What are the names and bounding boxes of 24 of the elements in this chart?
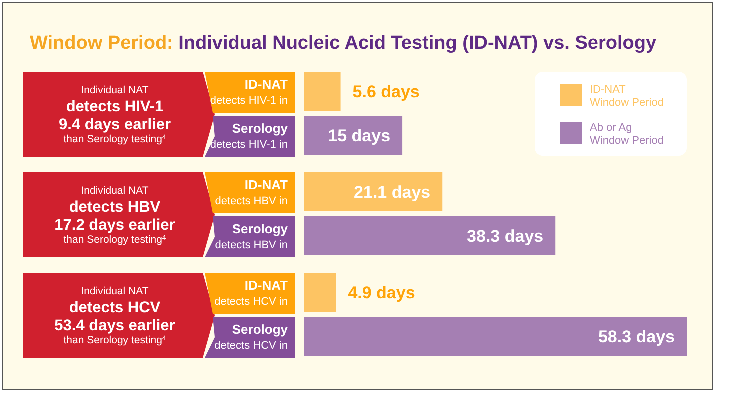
- text: Serology detects HCV in: [214, 322, 289, 352]
- legend-label: Ab or Ag Window Period: [590, 122, 664, 147]
- bar: [304, 72, 341, 111]
- text: ID-NAT detects HBV in: [215, 178, 288, 208]
- chart-title: Window Period: Individual Nucleic Acid Testing (ID-NAT) vs. Serology: [30, 33, 657, 54]
- data-label: 38.3 days: [467, 227, 544, 246]
- text: ID-NAT detects HCV in: [214, 278, 288, 308]
- y-tick-label: Individual NAT detects HIV-1 9.4 days earlier than Serology testing$^{4}$: [58, 84, 172, 146]
- data-label: 15 days: [328, 126, 391, 146]
- bar: [304, 216, 556, 256]
- text: ID-NAT detects HIV-1 in: [210, 77, 288, 107]
- data-label: 21.1 days: [354, 183, 431, 202]
- data-label: 58.3 days: [598, 328, 675, 346]
- data-label: 4.9 days: [348, 284, 416, 302]
- text: Serology detects HBV in: [215, 222, 289, 252]
- data-label: 5.6 days: [352, 82, 420, 102]
- legend-label: ID-NAT Window Period: [590, 84, 664, 109]
- text: Serology detects HIV-1 in: [210, 121, 289, 151]
- bar: [304, 172, 443, 212]
- bar: [304, 317, 687, 356]
- bar: [304, 273, 336, 312]
- y-tick-label: Individual NAT detects HCV 53.4 days earlier than Serology testing$^{4}$: [54, 286, 176, 346]
- y-tick-label: Individual NAT detects HBV 17.2 days earlier than Serology testing$^{4}$: [54, 185, 176, 246]
- bar: [304, 116, 403, 155]
